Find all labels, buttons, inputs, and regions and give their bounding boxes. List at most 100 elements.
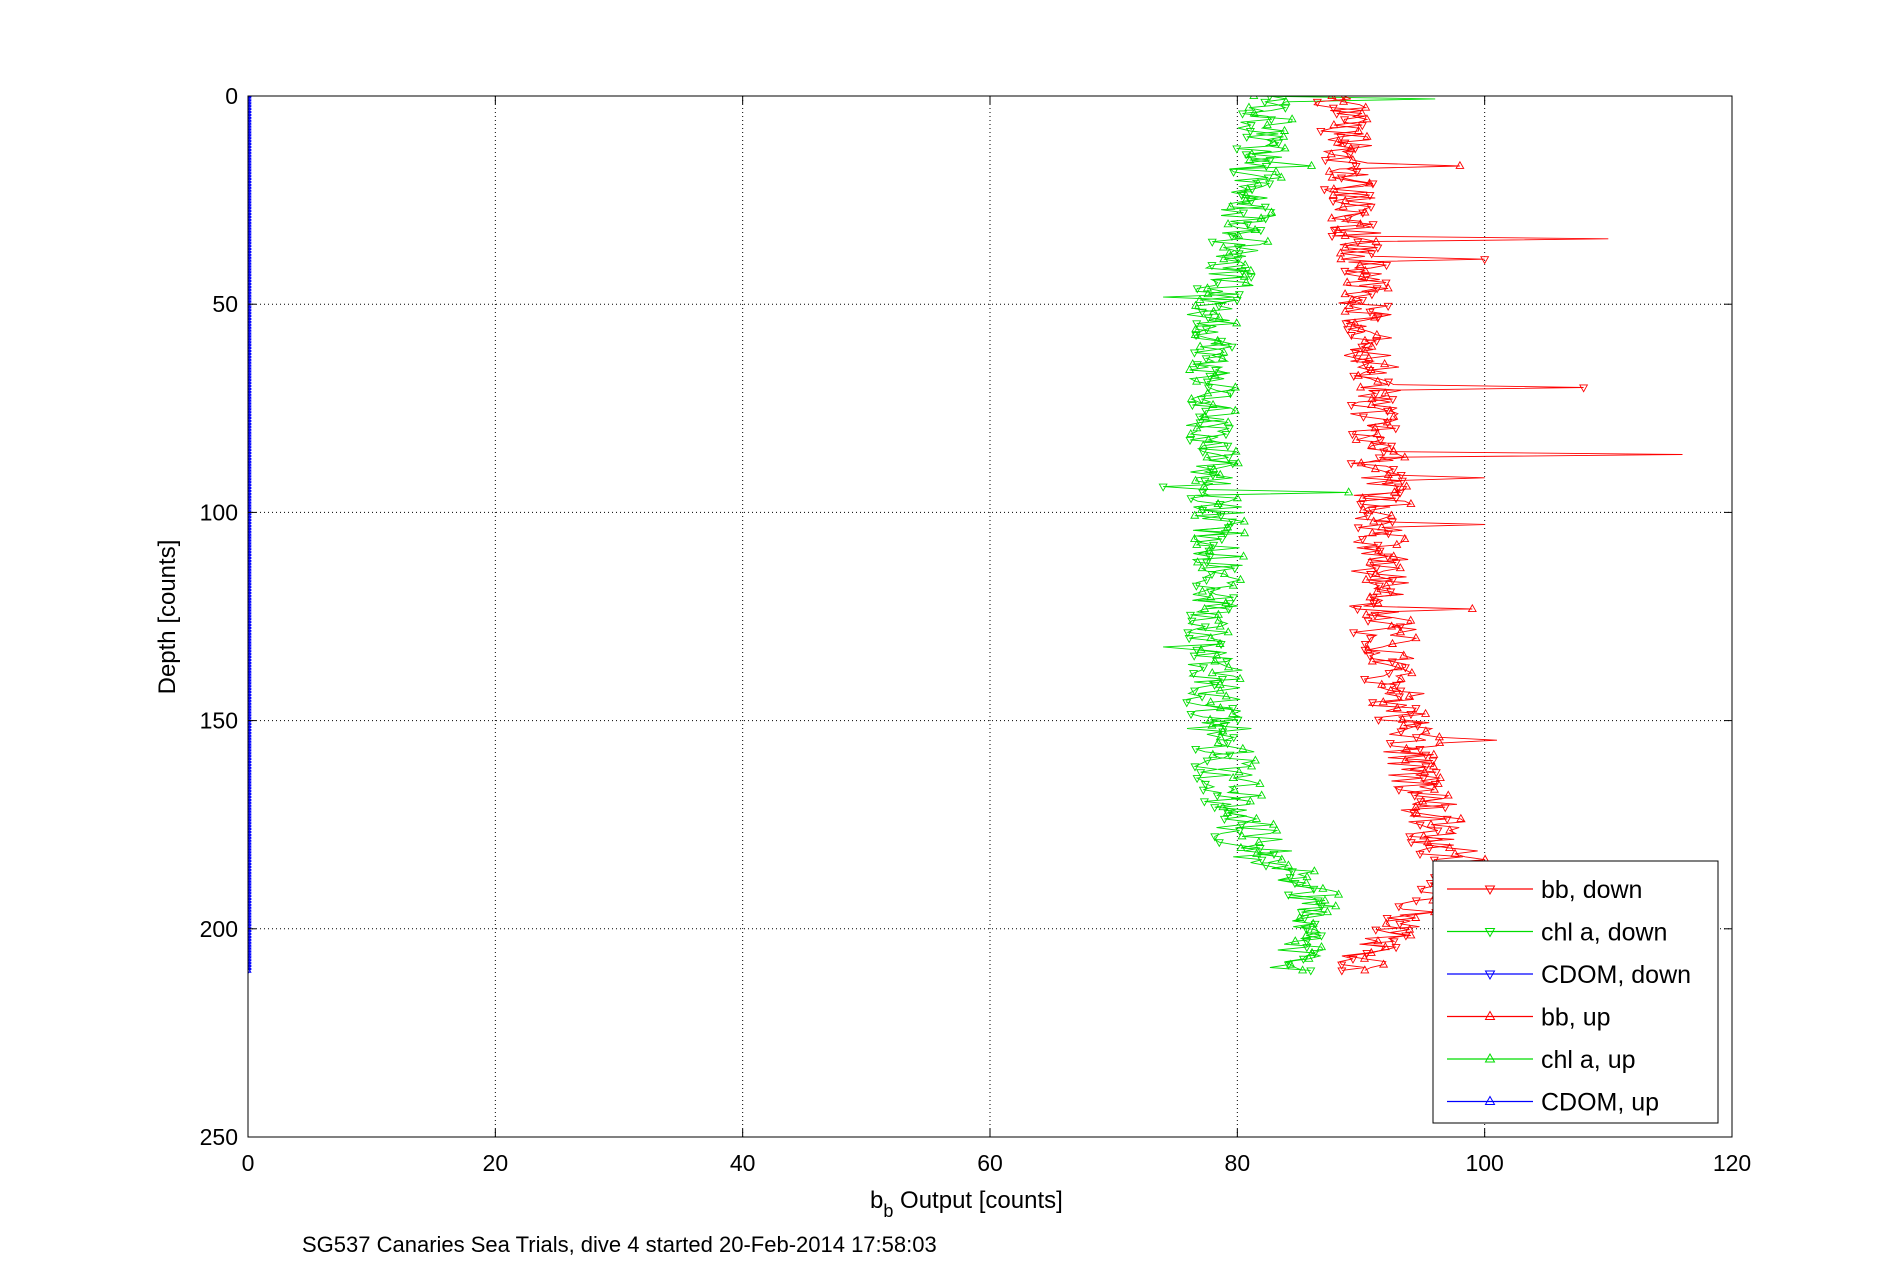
data-point: [1381, 279, 1391, 288]
data-point: [248, 657, 252, 664]
data-point: [248, 392, 252, 399]
data-point: [1360, 675, 1370, 685]
data-point: [1394, 786, 1404, 795]
data-point: [1203, 384, 1214, 393]
data-point: [248, 304, 252, 312]
data-point: [1387, 638, 1398, 647]
data-point: [248, 616, 252, 624]
data-point: [1234, 250, 1244, 259]
data-point: [248, 432, 252, 440]
data-point: [1191, 582, 1201, 591]
legend-label: bb, up: [1541, 1004, 1611, 1032]
y-axis-label: Depth [counts]: [154, 540, 181, 695]
data-point: [1241, 277, 1251, 286]
data-point: [1387, 621, 1397, 630]
data-point: [1360, 335, 1370, 344]
data-point: [248, 756, 252, 763]
legend-label: bb, down: [1541, 876, 1642, 904]
data-point: [248, 937, 252, 944]
data-point: [1185, 436, 1195, 446]
data-point: [1310, 924, 1320, 933]
data-point: [248, 225, 252, 233]
data-point: [248, 753, 252, 761]
data-point: [248, 147, 252, 154]
data-point: [1260, 98, 1270, 107]
data-point: [248, 301, 252, 309]
data-point: [248, 377, 252, 385]
data-point: [1207, 571, 1217, 580]
data-point: [1273, 139, 1284, 148]
data-point: [1219, 568, 1230, 577]
data-point: [1234, 767, 1244, 776]
data-point: [248, 135, 252, 143]
data-point: [248, 505, 252, 513]
data-point: [1196, 396, 1206, 405]
figure-caption: SG537 Canaries Sea Trials, dive 4 starte…: [302, 1232, 937, 1257]
data-point: [1202, 378, 1212, 387]
data-point: [1372, 428, 1382, 438]
data-point: [1200, 603, 1210, 612]
data-point: [1290, 880, 1300, 889]
data-point: [248, 806, 252, 813]
data-point: [1233, 244, 1243, 253]
data-point: [1212, 792, 1222, 801]
data-point: [1480, 256, 1490, 265]
data-point: [1346, 460, 1356, 469]
data-point: [248, 838, 252, 845]
data-point: [248, 488, 252, 495]
data-point: [1215, 702, 1225, 712]
data-point: [1428, 757, 1438, 766]
data-point: [1345, 151, 1355, 160]
data-point: [248, 534, 252, 542]
data-point: [1383, 302, 1393, 311]
data-point: [248, 730, 252, 737]
data-point: [1302, 926, 1312, 935]
data-point: [1233, 458, 1243, 467]
data-point: [248, 228, 252, 236]
data-point: [248, 677, 252, 685]
data-point: [1373, 541, 1383, 550]
data-point: [1382, 915, 1392, 924]
data-point: [1399, 720, 1409, 729]
data-point: [248, 569, 252, 577]
data-point: [248, 788, 252, 796]
data-point: [248, 902, 252, 909]
data-point: [248, 625, 252, 632]
data-point: [1265, 180, 1275, 189]
data-point: [248, 940, 252, 947]
data-point: [248, 243, 252, 250]
data-point: [1232, 297, 1242, 306]
data-point: [248, 511, 252, 519]
data-point: [248, 456, 252, 463]
data-point: [248, 441, 252, 449]
data-point: [248, 948, 252, 956]
data-point: [248, 943, 252, 950]
data-point: [1241, 151, 1251, 160]
data-point: [1366, 571, 1376, 580]
data-point: [248, 960, 252, 967]
data-point: [1406, 930, 1416, 939]
data-point: [1358, 297, 1368, 306]
data-point: [1337, 961, 1347, 970]
data-point: [1202, 757, 1212, 766]
data-point: [1197, 504, 1207, 513]
data-point: [1244, 102, 1254, 111]
data-point: [1333, 224, 1343, 234]
data-point: [1272, 825, 1282, 834]
data-point: [1383, 419, 1393, 428]
data-point: [248, 330, 252, 338]
data-point: [1207, 262, 1217, 271]
data-point: [1185, 611, 1195, 620]
data-point: [1347, 431, 1357, 440]
data-point: [1401, 743, 1411, 752]
data-point: [248, 360, 252, 367]
data-point: [248, 846, 252, 854]
data-point: [1393, 662, 1403, 671]
data-point: [1188, 359, 1198, 368]
data-point: [248, 604, 252, 612]
data-point: [248, 709, 252, 717]
data-point: [1400, 664, 1410, 673]
data-point: [1411, 633, 1421, 642]
data-point: [1230, 382, 1240, 391]
data-point: [1231, 446, 1241, 455]
